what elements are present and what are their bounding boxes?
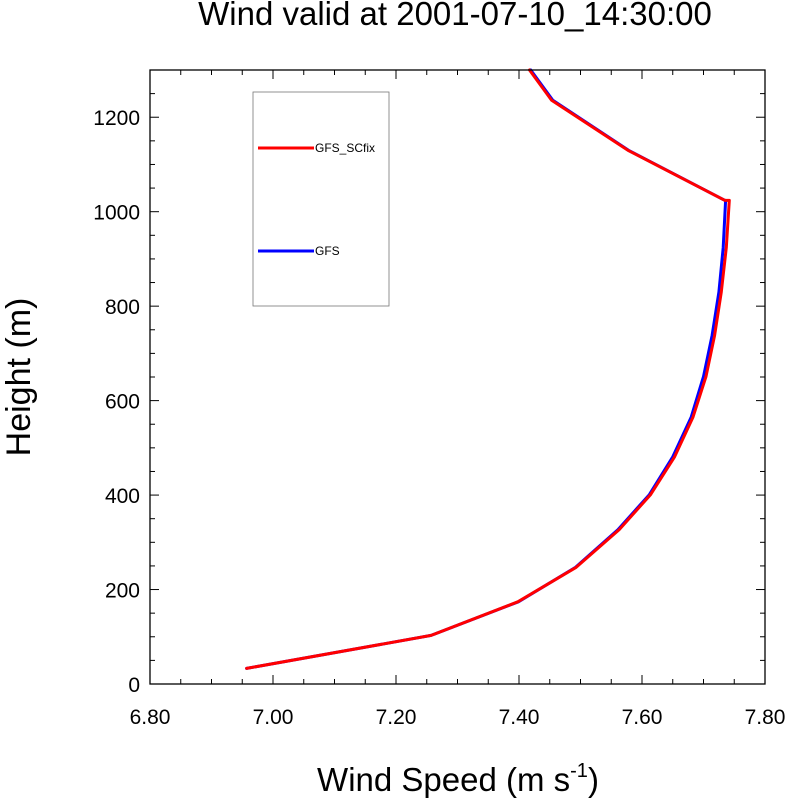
y-tick-label: 800 (105, 296, 140, 319)
y-tick-labels: 0 200 400 600 800 1000 1200 (93, 107, 140, 697)
legend-box: GFS_SCfix GFS (252, 91, 390, 307)
series-line-gfs-scfix (245, 68, 731, 670)
plot-frame (149, 69, 766, 685)
y-tick-label: 1000 (93, 202, 140, 225)
series-lines (245, 68, 731, 670)
y-tick-label: 1200 (93, 107, 140, 130)
tick-marks (149, 69, 766, 685)
x-tick-label: 7.60 (622, 706, 663, 729)
chart-title: Wind valid at 2001-07-10_14:30:00 (198, 0, 712, 32)
legend-label-gfs-scfix: GFS_SCfix (315, 141, 375, 155)
x-tick-label: 6.80 (130, 706, 171, 729)
legend-frame (252, 91, 390, 307)
x-tick-label: 7.80 (745, 706, 786, 729)
y-tick-label: 0 (128, 674, 140, 697)
y-tick-label: 600 (105, 391, 140, 414)
x-axis-label: Wind Speed (m s-1) (317, 760, 599, 798)
legend-label-gfs: GFS (315, 244, 340, 258)
y-axis-label: Height (m) (0, 298, 38, 457)
x-tick-label: 7.40 (499, 706, 540, 729)
x-axis-label-superscript: -1 (570, 760, 588, 782)
x-tick-labels: 6.80 7.00 7.20 7.40 7.60 7.80 (130, 706, 786, 729)
y-tick-label: 200 (105, 580, 140, 603)
x-tick-label: 7.20 (376, 706, 417, 729)
x-tick-label: 7.00 (253, 706, 294, 729)
x-axis-label-main: Wind Speed (m s (317, 761, 570, 798)
x-axis-label-close: ) (588, 761, 599, 798)
y-tick-label: 400 (105, 485, 140, 508)
